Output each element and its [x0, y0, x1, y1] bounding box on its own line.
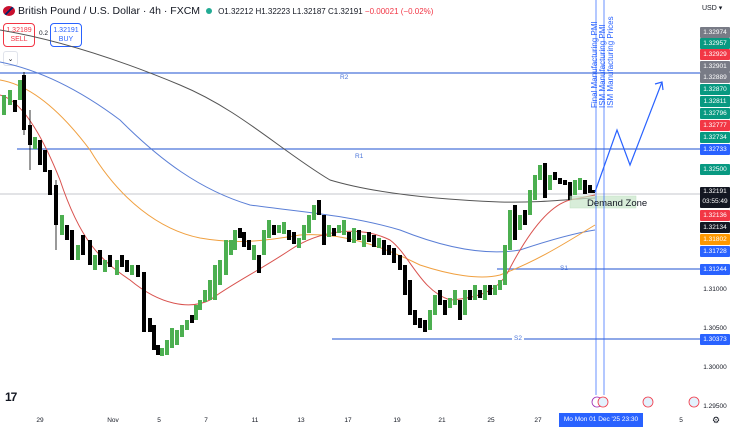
chart-settings-icon[interactable]: ⚙ — [712, 415, 721, 425]
price-label: 1.30373 — [700, 334, 730, 345]
ma-black-line — [0, 29, 596, 203]
tradingview-logo-icon[interactable]: 17 — [5, 390, 17, 404]
time-axis[interactable]: 29 Nov 5 7 11 13 17 19 21 25 27 5 — [0, 412, 700, 430]
bar-countdown: 03:55:49 — [702, 198, 728, 205]
event-label-ism-prices: ISM Manufacturing Prices — [606, 16, 615, 108]
ma-orange-line — [0, 79, 596, 278]
market-status-icon — [206, 8, 213, 14]
demand-zone-label: Demand Zone — [587, 198, 648, 209]
chevron-down-icon: ⌄ — [7, 55, 14, 63]
time-tick: 5 — [157, 417, 161, 424]
time-tick: 29 — [36, 417, 44, 424]
price-label: 1.32889 — [700, 72, 730, 83]
currency-select[interactable]: USD ▾ — [702, 5, 723, 12]
time-tick: 13 — [297, 417, 305, 424]
time-tick: Nov — [107, 417, 119, 424]
currency-label: USD — [702, 5, 717, 12]
price-label: 1.31728 — [700, 246, 730, 257]
gbpusd-flag-icon — [3, 6, 15, 16]
s2-label: S2 — [512, 335, 524, 342]
open-value: O1.32212 — [218, 6, 254, 16]
r1-label: R1 — [355, 153, 364, 160]
buy-price: 1.32191 — [53, 27, 79, 34]
projection-path — [594, 81, 663, 193]
us-flag-event-icon — [597, 396, 609, 408]
price-label: 1.32500 — [700, 164, 730, 175]
price-label: 1.32734 — [700, 132, 730, 143]
time-tick: 27 — [534, 417, 542, 424]
r2-label: R2 — [340, 74, 349, 81]
ohlc-values: O1.32212 H1.32223 L1.32187 C1.32191 −0.0… — [218, 7, 433, 16]
projection-arrowhead — [654, 81, 664, 91]
us-flag-event-icon-3 — [688, 396, 700, 408]
spread-value: 0.2 — [39, 30, 49, 37]
current-price: 1.32191 — [703, 188, 727, 195]
price-label: 1.31802 — [700, 234, 730, 245]
demand-zone-box — [569, 195, 637, 209]
ma-blue-line — [0, 61, 596, 253]
time-tick: 17 — [344, 417, 352, 424]
price-label: 1.32929 — [700, 49, 730, 60]
chart-header: British Pound / U.S. Dollar · 4h · FXCM … — [0, 0, 680, 22]
price-label: 1.32733 — [700, 144, 730, 155]
price-tick: 1.30000 — [703, 364, 727, 371]
ma-red-line — [0, 94, 596, 306]
us-flag-event-icon-2 — [642, 396, 654, 408]
price-label: 1.32796 — [700, 108, 730, 119]
buy-label: BUY — [58, 36, 74, 43]
time-tick: 19 — [393, 417, 401, 424]
time-tick: 7 — [204, 417, 208, 424]
sell-button[interactable]: 1.32189 SELL — [3, 23, 35, 47]
price-tick: 1.31000 — [703, 286, 727, 293]
symbol-title[interactable]: British Pound / U.S. Dollar · 4h · FXCM — [18, 5, 201, 17]
price-label: 1.32136 — [700, 210, 730, 221]
price-label: 1.32870 — [700, 84, 730, 95]
s1-label: S1 — [560, 265, 568, 272]
low-value: L1.32187 — [292, 6, 326, 16]
time-tick: 11 — [251, 417, 259, 424]
price-tick: 1.29500 — [703, 403, 727, 410]
price-label: 1.31244 — [700, 264, 730, 275]
high-value: H1.32223 — [255, 6, 291, 16]
change-value: −0.00021 (−0.02%) — [364, 6, 434, 16]
crosshair-time-label: Mo Mon 01 Dec '25 23:30 — [559, 413, 643, 427]
price-label: 1.32811 — [700, 96, 730, 107]
sell-label: SELL — [10, 36, 28, 43]
time-tick: 21 — [438, 417, 446, 424]
candles — [2, 72, 595, 356]
price-label: 1.32957 — [700, 38, 730, 49]
price-label: 1.32134 — [700, 222, 730, 233]
sell-price: 1.32189 — [6, 27, 32, 34]
price-label: 1.32901 — [700, 61, 730, 72]
price-label: 1.32974 — [700, 27, 730, 38]
price-chart[interactable] — [0, 0, 700, 412]
buy-button[interactable]: 1.32191 BUY — [50, 23, 82, 47]
close-value: C1.32191 — [327, 6, 363, 16]
time-tick: 25 — [487, 417, 495, 424]
time-tick: 5 — [679, 417, 683, 424]
price-tick: 1.30500 — [703, 325, 727, 332]
price-label: 1.32777 — [700, 120, 730, 131]
collapse-legend-button[interactable]: ⌄ — [3, 51, 18, 66]
current-price-label: 1.32191 03:55:49 — [700, 187, 730, 208]
